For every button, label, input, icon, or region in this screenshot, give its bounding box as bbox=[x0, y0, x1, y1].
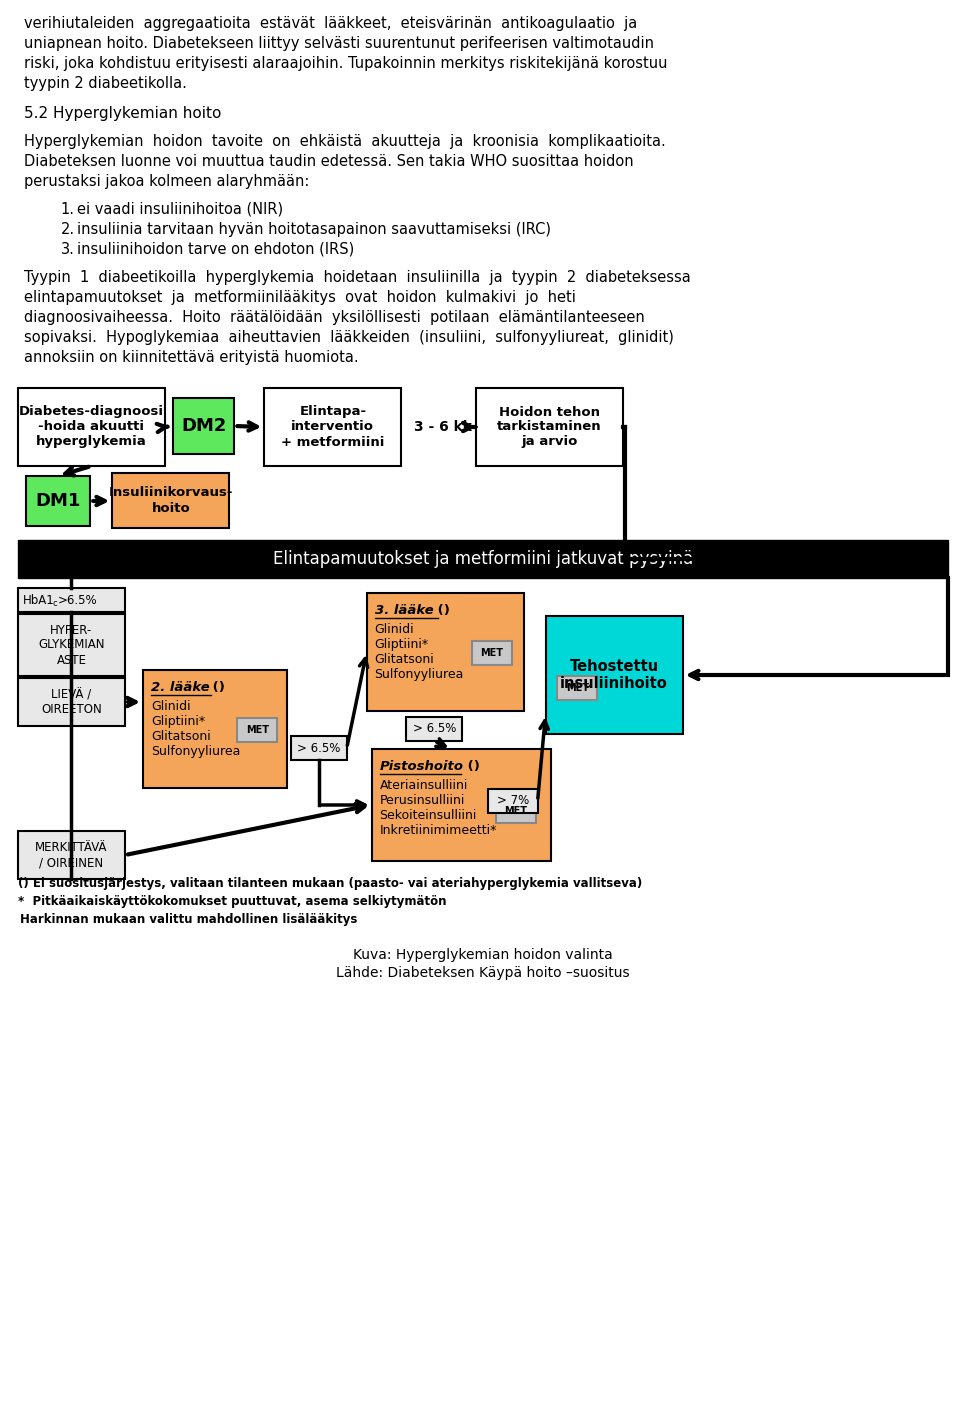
FancyBboxPatch shape bbox=[264, 388, 401, 466]
Text: verihiutaleiden  aggregaatioita  estävät  lääkkeet,  eteisvärinän  antikoagulaat: verihiutaleiden aggregaatioita estävät l… bbox=[24, 15, 637, 31]
FancyBboxPatch shape bbox=[372, 749, 550, 861]
Text: Ateriainsulliini
Perusinsulliini
Sekoiteinsulliini
Inkretiinimimeetti*: Ateriainsulliini Perusinsulliini Sekoite… bbox=[379, 779, 497, 837]
FancyBboxPatch shape bbox=[18, 613, 125, 675]
Text: 3.: 3. bbox=[60, 242, 74, 257]
Text: 1.: 1. bbox=[60, 203, 75, 217]
FancyBboxPatch shape bbox=[488, 789, 538, 813]
FancyBboxPatch shape bbox=[476, 388, 623, 466]
FancyBboxPatch shape bbox=[26, 476, 90, 526]
Text: annoksiin on kiinnitettävä erityistä huomiota.: annoksiin on kiinnitettävä erityistä huo… bbox=[24, 350, 358, 364]
FancyBboxPatch shape bbox=[558, 675, 597, 701]
Text: Glinidi
Gliptiini*
Glitatsoni
Sulfonyyliurea: Glinidi Gliptiini* Glitatsoni Sulfonyyli… bbox=[374, 623, 464, 681]
FancyBboxPatch shape bbox=[18, 832, 125, 879]
Text: 2.: 2. bbox=[60, 222, 75, 236]
Text: (): () bbox=[463, 760, 480, 772]
Text: *  Pitkäaikaiskäyttökokomukset puuttuvat, asema selkiytymätön: * Pitkäaikaiskäyttökokomukset puuttuvat,… bbox=[18, 895, 446, 908]
Text: (): () bbox=[433, 604, 450, 618]
Text: >6.5%: >6.5% bbox=[58, 594, 97, 606]
FancyBboxPatch shape bbox=[496, 799, 536, 823]
Text: sopivaksi.  Hypoglykemiaa  aiheuttavien  lääkkeiden  (insuliini,  sulfonyyliurea: sopivaksi. Hypoglykemiaa aiheuttavien lä… bbox=[24, 331, 674, 345]
Text: diagnoosivaiheessa.  Hoito  räätälöidään  yksilöllisesti  potilaan  elämäntilant: diagnoosivaiheessa. Hoito räätälöidään y… bbox=[24, 310, 644, 325]
Text: MET: MET bbox=[480, 649, 503, 658]
FancyBboxPatch shape bbox=[18, 678, 125, 726]
Text: > 6.5%: > 6.5% bbox=[413, 723, 456, 736]
Text: DM1: DM1 bbox=[36, 492, 81, 509]
Text: MET: MET bbox=[246, 725, 269, 734]
Text: > 7%: > 7% bbox=[496, 795, 529, 808]
Text: insuliinia tarvitaan hyvän hoitotasapainon saavuttamiseksi (IRC): insuliinia tarvitaan hyvän hoitotasapain… bbox=[78, 222, 551, 236]
Text: Pistoshoito: Pistoshoito bbox=[379, 760, 464, 772]
Text: Elintapa-
interventio
+ metformiini: Elintapa- interventio + metformiini bbox=[281, 405, 385, 449]
Text: Tehostettu
insuliinihoito: Tehostettu insuliinihoito bbox=[561, 658, 668, 691]
Text: Diabetes-diagnoosi
-hoida akuutti
hyperglykemia: Diabetes-diagnoosi -hoida akuutti hyperg… bbox=[19, 405, 164, 449]
Text: Hyperglykemian  hoidon  tavoite  on  ehkäistä  akuutteja  ja  kroonisia  komplik: Hyperglykemian hoidon tavoite on ehkäist… bbox=[24, 134, 665, 149]
Text: 3. lääke: 3. lääke bbox=[374, 604, 433, 618]
FancyBboxPatch shape bbox=[143, 670, 287, 788]
Text: MERKITTÄVÄ
/ OIREINEN: MERKITTÄVÄ / OIREINEN bbox=[36, 841, 108, 870]
Text: Insuliinikorvaus-
hoito: Insuliinikorvaus- hoito bbox=[108, 487, 233, 515]
Text: riski, joka kohdistuu erityisesti alaraajoihin. Tupakoinnin merkitys riskitekijä: riski, joka kohdistuu erityisesti alaraa… bbox=[24, 56, 667, 70]
Text: uniapnean hoito. Diabetekseen liittyy selvästi suurentunut perifeerisen valtimot: uniapnean hoito. Diabetekseen liittyy se… bbox=[24, 37, 654, 51]
Text: insuliinihoidon tarve on ehdoton (IRS): insuliinihoidon tarve on ehdoton (IRS) bbox=[78, 242, 354, 257]
Text: Diabeteksen luonne voi muuttua taudin edetessä. Sen takia WHO suosittaa hoidon: Diabeteksen luonne voi muuttua taudin ed… bbox=[24, 153, 634, 169]
Text: HbA1: HbA1 bbox=[23, 594, 55, 606]
Text: MET: MET bbox=[504, 806, 527, 816]
Text: (): () bbox=[207, 681, 225, 694]
Text: 3 - 6 kk: 3 - 6 kk bbox=[414, 421, 472, 433]
Text: ei vaadi insuliinihoitoa (NIR): ei vaadi insuliinihoitoa (NIR) bbox=[78, 203, 283, 217]
Text: Hoidon tehon
tarkistaminen
ja arvio: Hoidon tehon tarkistaminen ja arvio bbox=[497, 405, 602, 449]
Text: Lähde: Diabeteksen Käypä hoito –suositus: Lähde: Diabeteksen Käypä hoito –suositus bbox=[336, 967, 630, 981]
Text: c: c bbox=[53, 598, 58, 608]
Text: Tyypin  1  diabeetikoilla  hyperglykemia  hoidetaan  insuliinilla  ja  tyypin  2: Tyypin 1 diabeetikoilla hyperglykemia ho… bbox=[24, 270, 690, 286]
Text: 5.2 Hyperglykemian hoito: 5.2 Hyperglykemian hoito bbox=[24, 106, 221, 121]
FancyBboxPatch shape bbox=[367, 592, 523, 711]
Text: Kuva: Hyperglykemian hoidon valinta: Kuva: Hyperglykemian hoidon valinta bbox=[353, 948, 612, 962]
Text: HYPER-
GLYKEMIAN
ASTE: HYPER- GLYKEMIAN ASTE bbox=[38, 623, 105, 667]
FancyBboxPatch shape bbox=[545, 616, 683, 734]
Text: () Ei suositusjärjestys, valitaan tilanteen mukaan (paasto- vai ateriahyperglyke: () Ei suositusjärjestys, valitaan tilant… bbox=[18, 877, 642, 891]
Text: Elintapamuutokset ja metformiini jatkuvat pysyinä: Elintapamuutokset ja metformiini jatkuva… bbox=[273, 550, 693, 568]
FancyBboxPatch shape bbox=[173, 398, 234, 454]
FancyBboxPatch shape bbox=[406, 718, 462, 741]
Text: elintapamuutokset  ja  metformiinilääkitys  ovat  hoidon  kulmakivi  jo  heti: elintapamuutokset ja metformiinilääkitys… bbox=[24, 290, 576, 305]
Text: 2. lääke: 2. lääke bbox=[151, 681, 209, 694]
FancyBboxPatch shape bbox=[18, 540, 948, 578]
Text: perustaksi jakoa kolmeen alaryhmään:: perustaksi jakoa kolmeen alaryhmään: bbox=[24, 174, 309, 189]
Text: tyypin 2 diabeetikolla.: tyypin 2 diabeetikolla. bbox=[24, 76, 186, 91]
FancyBboxPatch shape bbox=[291, 736, 347, 760]
Text: > 6.5%: > 6.5% bbox=[298, 741, 341, 754]
Text: DM2: DM2 bbox=[180, 416, 227, 435]
Text: Glinidi
Gliptiini*
Glitatsoni
Sulfonyyliurea: Glinidi Gliptiini* Glitatsoni Sulfonyyli… bbox=[151, 701, 240, 758]
FancyBboxPatch shape bbox=[18, 388, 165, 466]
FancyBboxPatch shape bbox=[472, 642, 512, 666]
Text: MET: MET bbox=[565, 682, 588, 694]
FancyBboxPatch shape bbox=[18, 588, 125, 612]
Text: Harkinnan mukaan valittu mahdollinen lisälääkitys: Harkinnan mukaan valittu mahdollinen lis… bbox=[20, 913, 357, 926]
FancyBboxPatch shape bbox=[237, 718, 277, 741]
FancyBboxPatch shape bbox=[112, 473, 229, 528]
Text: LIEVÄ /
OIREETON: LIEVÄ / OIREETON bbox=[41, 688, 102, 716]
